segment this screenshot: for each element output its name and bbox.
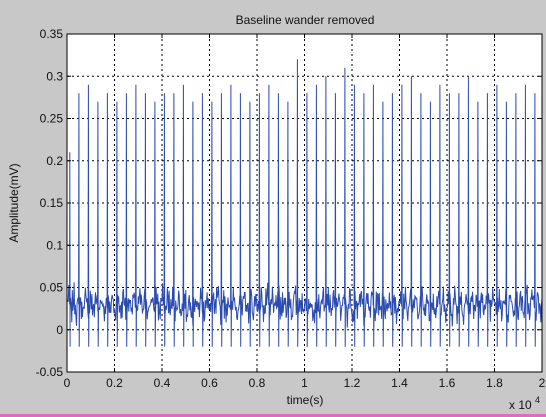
y-tick-label: 0.1	[46, 238, 63, 252]
x-tick-label: 1.8	[486, 376, 503, 390]
x-tick-label: 0.8	[249, 376, 266, 390]
signal-trace	[66, 59, 543, 347]
y-tick-label: 0.15	[40, 196, 64, 210]
chart-title: Baseline wander removed	[236, 13, 375, 27]
y-tick-label: 0.35	[40, 27, 64, 41]
x-tick-label: 0.6	[201, 376, 218, 390]
y-tick-label: -0.05	[36, 365, 64, 379]
x-scale-factor: x 10 4	[509, 395, 540, 412]
y-axis-ticks: -0.05 0 0.05 0.1 0.15 0.2 0.25 0.3 0.35	[36, 27, 542, 379]
x-tick-label: 1	[301, 376, 308, 390]
x-tick-label: 0	[64, 376, 71, 390]
y-tick-label: 0.25	[40, 112, 64, 126]
x-tick-label: 1.4	[391, 376, 408, 390]
x-scale-factor-exponent: 4	[535, 395, 540, 405]
x-tick-label: 1.6	[439, 376, 456, 390]
y-tick-label: 0.05	[40, 281, 64, 295]
x-tick-label: 2	[539, 376, 546, 390]
x-tick-label: 0.4	[154, 376, 171, 390]
x-scale-factor-base: x 10	[509, 398, 532, 412]
x-tick-label: 0.2	[106, 376, 123, 390]
window-bottom-accent	[0, 414, 546, 417]
signal-line	[66, 59, 543, 347]
y-axis-label: Amplitude(mV)	[7, 163, 21, 242]
x-axis-ticks: 0 0.2 0.4 0.6 0.8 1 1.2 1.4 1.6 1.8 2	[64, 34, 546, 390]
y-tick-label: 0.3	[46, 69, 63, 83]
x-tick-label: 1.2	[344, 376, 361, 390]
y-tick-label: 0	[56, 323, 63, 337]
y-tick-label: 0.2	[46, 154, 63, 168]
x-axis-label: time(s)	[287, 393, 324, 407]
